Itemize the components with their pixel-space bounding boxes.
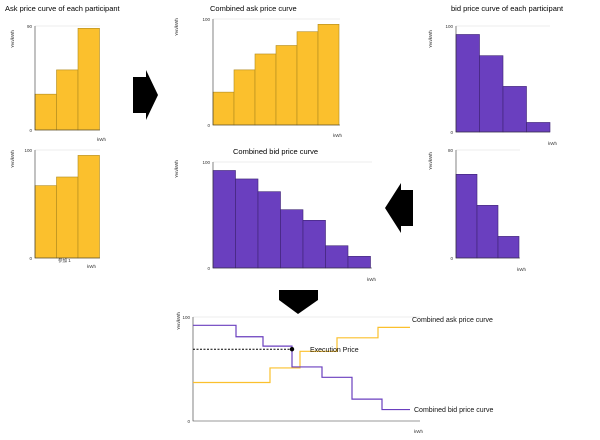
final-x-unit: kWh (414, 429, 423, 434)
bid2-y-unit: Yen/kWh (428, 152, 433, 170)
ask1-x-unit: kWh (97, 137, 106, 142)
execution-price-point (289, 347, 295, 352)
bar (302, 220, 326, 269)
bar (233, 69, 256, 126)
bar (502, 86, 527, 133)
y-tick-label: 90 (27, 24, 33, 29)
bar (497, 236, 520, 259)
bar (296, 31, 319, 126)
arrow-left-icon (385, 183, 413, 233)
axis-line (34, 26, 100, 131)
chart-bid-participant-1: 100 0 (445, 24, 551, 135)
bid-step-line (193, 324, 410, 411)
y-tick-label: 0 (207, 123, 210, 128)
title-bid-each: bid price curve of each participant (451, 4, 564, 13)
cbid-y-unit: Yen/kWh (174, 160, 179, 178)
bid1-x-unit: kWh (548, 141, 557, 146)
bar (34, 93, 57, 131)
axis-line (455, 150, 520, 259)
y-tick-label: 80 (448, 148, 454, 153)
chart-final-curves: 100 0 (182, 315, 420, 424)
axis-line (455, 26, 550, 133)
y-tick-label: 100 (445, 24, 453, 29)
cask-y-unit: Yen/kWh (174, 18, 179, 36)
arrow-down-icon (279, 290, 318, 314)
final-bid-label: Combined bid price curve (414, 407, 493, 414)
title-combined-ask: Combined ask price curve (210, 4, 297, 13)
bar (56, 176, 79, 259)
axis-line (34, 150, 100, 259)
y-tick-label: 0 (450, 256, 453, 261)
bar (56, 69, 79, 131)
bar (280, 209, 304, 269)
bar (479, 55, 504, 133)
bid2-x-unit: kWh (517, 267, 526, 272)
axis-line (192, 317, 420, 422)
y-tick-label: 0 (29, 128, 32, 133)
y-tick-label: 100 (24, 148, 32, 153)
ask2-extra-label: 参加 1 (58, 257, 71, 264)
bar (455, 174, 478, 259)
bar (275, 45, 298, 126)
bar (212, 170, 236, 269)
ask2-x-unit: kWh (87, 264, 96, 269)
chart-combined-bid: 100 0 (202, 160, 372, 271)
final-ask-label: Combined ask price curve (412, 317, 493, 324)
chart-ask-participant-2: 100 0 (24, 148, 100, 261)
bar (77, 28, 100, 131)
bar (317, 23, 340, 126)
cask-x-unit: kWh (333, 133, 342, 138)
arrow-right-icon (133, 70, 158, 120)
bid1-y-unit: Yen/kWh (428, 30, 433, 48)
title-combined-bid: Combined bid price curve (233, 147, 318, 156)
axis-line (212, 19, 340, 126)
bar (235, 178, 259, 269)
y-tick-label: 0 (187, 419, 190, 424)
bar (476, 205, 499, 259)
cbid-x-unit: kWh (367, 277, 376, 282)
y-tick-label: 0 (207, 266, 210, 271)
execution-price-label: Execution Price (310, 347, 359, 354)
bar (347, 256, 371, 269)
chart-bid-participant-2: 80 0 (448, 148, 520, 261)
title-ask-each: Ask price curve of each participant (5, 4, 121, 13)
y-tick-label: 0 (29, 256, 32, 261)
axis-line (212, 162, 372, 269)
bar (257, 191, 281, 269)
final-y-unit: Yen/kWh (176, 312, 181, 330)
y-tick-label: 0 (450, 130, 453, 135)
ask2-y-unit: Yen/kWh (10, 150, 15, 168)
bar (254, 53, 277, 126)
chart-ask-participant-1: 90 0 (27, 24, 100, 133)
y-tick-label: 100 (182, 315, 190, 320)
y-tick-label: 100 (202, 17, 210, 22)
ask1-y-unit: Yen/kWh (10, 30, 15, 48)
bar (325, 245, 349, 269)
chart-combined-ask: 100 0 (202, 17, 340, 128)
bar (526, 122, 551, 133)
bar (455, 34, 480, 133)
bar (77, 155, 100, 259)
bar (212, 91, 235, 126)
ask-step-line (193, 326, 410, 384)
bar (34, 185, 57, 259)
y-tick-label: 100 (202, 160, 210, 165)
